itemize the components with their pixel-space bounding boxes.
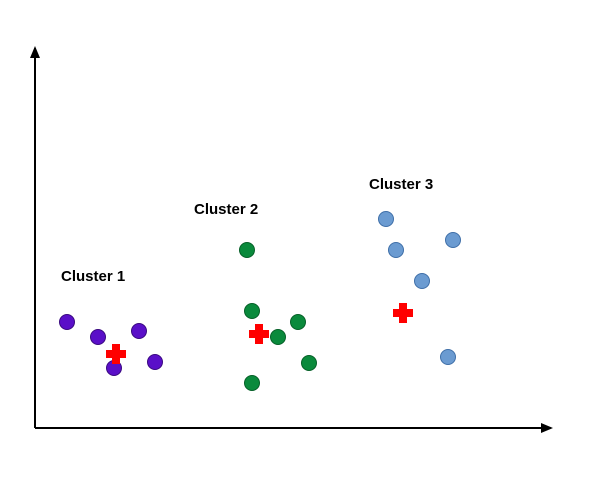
cluster-2-label: Cluster 2 (194, 201, 258, 218)
cluster-2-points (239, 242, 317, 391)
cluster-3-point (445, 232, 461, 248)
cluster-2-centroid-icon (249, 324, 269, 344)
cluster-2-point (290, 314, 306, 330)
cluster-3-point (388, 242, 404, 258)
cluster-3-label: Cluster 3 (369, 176, 433, 193)
cluster-1-point (90, 329, 106, 345)
cluster-1-label: Cluster 1 (61, 268, 125, 285)
cluster-2-point (239, 242, 255, 258)
cluster-2-point (301, 355, 317, 371)
cluster-2-point (244, 303, 260, 319)
cluster-1-point (59, 314, 75, 330)
centroid-markers (106, 303, 413, 364)
cluster-3-point (378, 211, 394, 227)
cluster-1-point (147, 354, 163, 370)
cluster-2-point (270, 329, 286, 345)
cluster-3-point (440, 349, 456, 365)
cluster-2-point (244, 375, 260, 391)
cluster-3-point (414, 273, 430, 289)
cluster-3-points (378, 211, 461, 365)
cluster-1-centroid-icon (106, 344, 126, 364)
cluster-3-centroid-icon (393, 303, 413, 323)
cluster-1-point (131, 323, 147, 339)
cluster-1-points (59, 314, 163, 376)
